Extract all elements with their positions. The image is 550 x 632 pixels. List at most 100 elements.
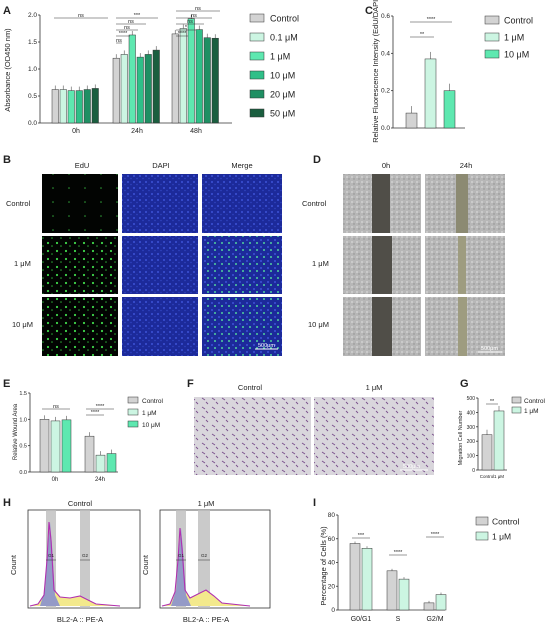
- panel-a-xtick-1: 24h: [131, 128, 143, 135]
- panel-a-bar-2-5: [211, 37, 219, 124]
- panel-a-ytick-1: 0.5: [28, 93, 37, 100]
- panel-a-sig-10: ****: [178, 31, 187, 37]
- panel-label-b: B: [3, 154, 11, 166]
- panel-i-ytick-3: 60: [328, 536, 336, 543]
- panel-a-bar-1-4: [144, 54, 152, 124]
- panel-g-bar-0: [481, 434, 493, 471]
- panel-c-ytick-2: 0.4: [381, 50, 390, 57]
- panel-g-legend: Control 1 μM: [511, 396, 546, 415]
- panel-c-bar-0: [405, 112, 418, 129]
- panel-b-col-dapi: DAPI: [152, 161, 170, 170]
- panel-h-xlabel-1um: BL2-A :: PE-A: [183, 615, 229, 624]
- panel-g-ytick-2: 200: [467, 439, 476, 445]
- panel-g-ytick-5: 500: [467, 396, 476, 402]
- panel-a-sig-4: ****: [119, 31, 128, 37]
- panel-g-ytick-0: 0: [472, 468, 475, 474]
- panel-label-e: E: [3, 378, 10, 390]
- panel-e-bar-0-1: [50, 420, 61, 473]
- panel-e-xtick-1: 24h: [95, 477, 105, 483]
- panel-a-xtick-2: 48h: [190, 128, 202, 135]
- panel-c-bars: [405, 51, 456, 129]
- panel-g-bar-1: [493, 410, 505, 471]
- panel-a-sig-2: ns: [128, 19, 134, 25]
- panel-e-ytick-2: 1.0: [19, 417, 27, 423]
- panel-g-ylabel: Migration Cell Number: [458, 410, 464, 465]
- flow-histogram-1um: G1 G2: [159, 509, 271, 609]
- panel-g-legend-label-0: Control: [524, 398, 546, 405]
- panel-c-legend: Control 1 μM 10 μM: [484, 16, 533, 60]
- panel-e-bar-1-2: [106, 453, 117, 473]
- panel-b-scale-label: 500μm: [258, 343, 275, 349]
- wound-control-24h-image: [425, 174, 505, 233]
- panel-a-bar-2-0: [171, 33, 179, 124]
- panel-label-i: I: [313, 497, 316, 509]
- panel-b-col-merge: Merge: [231, 161, 252, 170]
- panel-g-legend-label-1: 1 μM: [524, 408, 539, 415]
- panel-g-xtick-1: 1 μM: [494, 474, 504, 479]
- panel-a-bar-0-4: [83, 89, 91, 124]
- panel-g-legend-swatch-1: [511, 406, 522, 414]
- panel-e-sig-1: ****: [96, 404, 105, 410]
- panel-i-legend-swatch-0: [475, 516, 489, 526]
- panel-a-bar-2-1: [179, 28, 187, 124]
- panel-a-legend-swatch-1: [249, 32, 265, 42]
- panel-i-bar-0-0: [349, 543, 361, 611]
- panel-e-sig-0: ns: [53, 404, 59, 410]
- wound-10um-0h-image: [343, 297, 421, 356]
- panel-e-legend-label-2: 10 μM: [142, 422, 160, 429]
- panel-i-xtick-2: G2/M: [426, 616, 443, 623]
- panel-a-bar-1-2: [128, 34, 136, 124]
- panel-label-f: F: [187, 378, 194, 390]
- panel-h-flow: Control 1 μM Count Count BL2-A :: PE-A B…: [9, 499, 271, 624]
- panel-label-a: A: [3, 5, 11, 17]
- panel-f-images: Control 1 μM 500μm: [194, 383, 434, 475]
- panel-d-scale-label: 500μm: [481, 346, 498, 352]
- panel-a-chart: Absorbance (OD450 nm) 0.0 0.5 1.0 1.5 2.0 0h…: [3, 6, 299, 135]
- dapi-10um-image: [122, 297, 198, 356]
- panel-label-h: H: [3, 497, 11, 509]
- panel-i-xtick-0: G0/G1: [351, 616, 372, 623]
- panel-a-bar-2-2: [187, 18, 195, 124]
- panel-c-bar-2: [443, 90, 456, 129]
- flow-gate-g2-control: G2: [82, 553, 89, 558]
- panel-f-col-control: Control: [238, 383, 263, 392]
- panel-i-sig-0: ***: [358, 533, 365, 539]
- panel-i-legend-label-0: Control: [492, 517, 520, 527]
- panel-h-xlabel-control: BL2-A :: PE-A: [57, 615, 103, 624]
- panel-i-bar-0-1: [361, 548, 373, 611]
- panel-a-bar-1-3: [136, 56, 144, 124]
- panel-g-sig-0: **: [490, 399, 495, 405]
- panel-d-row-1um: 1 μM: [312, 259, 329, 268]
- panel-a-bar-1-5: [152, 49, 160, 124]
- flow-gate-g1-1um: G1: [178, 553, 185, 558]
- panel-c-legend-swatch-1: [484, 32, 500, 42]
- panel-c-ytick-0: 0.0: [381, 125, 390, 132]
- panel-a-legend-swatch-5: [249, 108, 265, 118]
- panel-i-ylabel: Percentage of Cells (%): [319, 526, 328, 606]
- panel-a-xtick-0: 0h: [72, 128, 80, 135]
- panel-a-bar-1-1: [120, 54, 128, 124]
- panel-g-ytick-4: 400: [467, 410, 476, 416]
- panel-a-bar-0-3: [75, 90, 83, 124]
- panel-a-sig-3: ns: [124, 25, 130, 31]
- panel-i-bar-2-1: [435, 594, 447, 611]
- panel-g-xtick-0: Control: [480, 474, 495, 479]
- panel-label-g: G: [460, 378, 469, 390]
- panel-e-bar-0-2: [61, 419, 72, 473]
- panel-b-images: EdU DAPI Merge Control 1 μM 10 μM 500μm: [6, 161, 282, 356]
- panel-g-ytick-1: 100: [467, 454, 476, 460]
- edu-control-image: [42, 174, 118, 233]
- panel-f-col-1um: 1 μM: [366, 383, 383, 392]
- panel-h-title-1um: 1 μM: [198, 499, 215, 508]
- panel-d-col-0h: 0h: [382, 161, 390, 170]
- panel-e-legend-swatch-2: [127, 420, 139, 428]
- panel-c-chart: Relative Fluorescence Intensity (EdU/DAP…: [371, 0, 533, 143]
- transwell-control-image: [194, 397, 311, 475]
- panel-g-legend-swatch-0: [511, 396, 522, 404]
- panel-c-ytick-1: 0.2: [381, 88, 390, 95]
- panel-i-xtick-1: S: [396, 616, 401, 623]
- wound-1um-0h-image: [343, 236, 421, 294]
- edu-1um-image: [42, 236, 118, 294]
- panel-e-chart: Relative Wound Area 0.0 0.5 1.0 1.5 0h 24h n…: [13, 391, 164, 483]
